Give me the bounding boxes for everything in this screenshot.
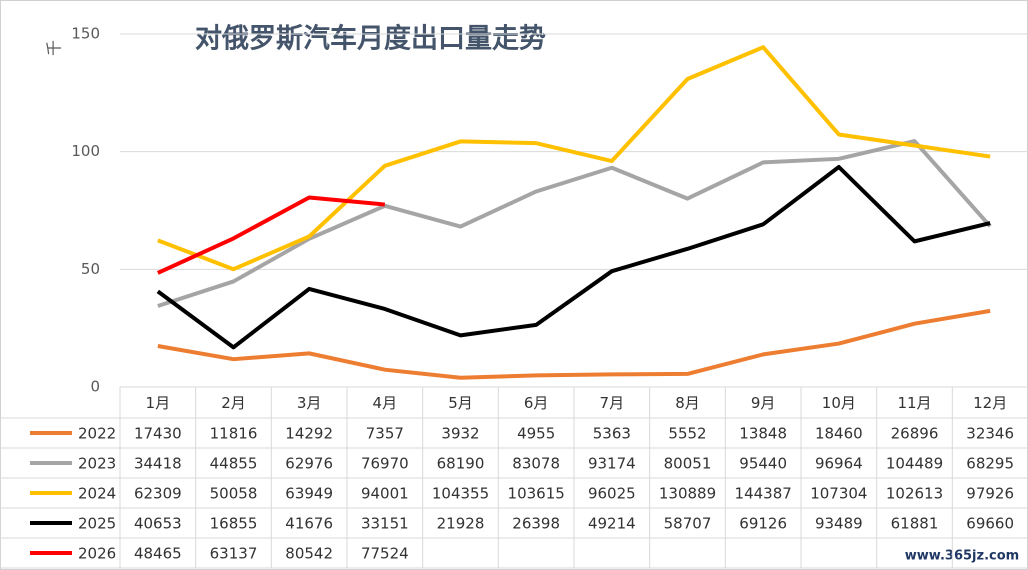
table-cell: 63137 xyxy=(210,545,258,563)
table-cell: 77524 xyxy=(361,545,409,563)
table-cell: 96025 xyxy=(588,485,636,503)
table-cell: 48465 xyxy=(134,545,182,563)
x-tick-label: 9月 xyxy=(751,394,776,412)
table-cell: 4955 xyxy=(517,425,555,443)
table-cell: 103615 xyxy=(508,485,565,503)
table-cell: 44855 xyxy=(210,455,258,473)
table-cell: 80051 xyxy=(664,455,712,473)
table-cell: 83078 xyxy=(512,455,560,473)
table-cell: 76970 xyxy=(361,455,409,473)
x-tick-label: 2月 xyxy=(221,394,246,412)
x-tick-label: 8月 xyxy=(675,394,700,412)
legend-label: 2025 xyxy=(78,515,116,533)
table-cell: 50058 xyxy=(210,485,258,503)
table-cell: 41676 xyxy=(285,515,333,533)
table-cell: 107304 xyxy=(810,485,867,503)
table-cell: 95440 xyxy=(739,455,787,473)
table-cell: 14292 xyxy=(285,425,333,443)
y-axis-label: 千 xyxy=(45,40,64,56)
table-cell: 104355 xyxy=(432,485,489,503)
table-cell: 62976 xyxy=(285,455,333,473)
table-cell: 62309 xyxy=(134,485,182,503)
y-tick-label: 100 xyxy=(71,142,100,160)
table-cell: 40653 xyxy=(134,515,182,533)
watermark: www.365jz.com xyxy=(905,549,1019,564)
legend-label: 2024 xyxy=(78,485,116,503)
table-cell: 33151 xyxy=(361,515,409,533)
x-tick-label: 7月 xyxy=(600,394,625,412)
table-cell: 130889 xyxy=(659,485,716,503)
series-line xyxy=(157,308,991,380)
x-tick-label: 6月 xyxy=(524,394,549,412)
x-tick-label: 11月 xyxy=(897,394,931,412)
table-cell: 3932 xyxy=(441,425,479,443)
series-line xyxy=(156,164,991,350)
table-cell: 97926 xyxy=(966,485,1014,503)
table-cell: 5363 xyxy=(593,425,631,443)
table-cell: 69660 xyxy=(966,515,1014,533)
table-cell: 13848 xyxy=(739,425,787,443)
table-cell: 34418 xyxy=(134,455,182,473)
table-cell: 93489 xyxy=(815,515,863,533)
series-line xyxy=(157,139,992,308)
table-cell: 68295 xyxy=(966,455,1014,473)
table-cell: 18460 xyxy=(815,425,863,443)
x-tick-label: 10月 xyxy=(822,394,856,412)
x-tick-label: 3月 xyxy=(297,394,322,412)
table-cell: 26398 xyxy=(512,515,560,533)
x-tick-label: 4月 xyxy=(373,394,398,412)
table-cell: 68190 xyxy=(437,455,485,473)
table-cell: 93174 xyxy=(588,455,636,473)
chart-title: 对俄罗斯汽车月度出口量走势 xyxy=(195,23,546,55)
legend-label: 2026 xyxy=(78,545,116,563)
table-cell: 69126 xyxy=(739,515,787,533)
table-cell: 61881 xyxy=(891,515,939,533)
table-cell: 7357 xyxy=(366,425,404,443)
table-cell: 102613 xyxy=(886,485,943,503)
x-tick-label: 5月 xyxy=(448,394,473,412)
y-tick-label: 50 xyxy=(81,260,100,278)
table-cell: 26896 xyxy=(891,425,939,443)
table-cell: 96964 xyxy=(815,455,863,473)
table-cell: 58707 xyxy=(664,515,712,533)
series-line xyxy=(157,45,991,272)
table-cell: 11816 xyxy=(210,425,258,443)
table-cell: 32346 xyxy=(966,425,1014,443)
table-cell: 5552 xyxy=(668,425,706,443)
table-cell: 144387 xyxy=(735,485,792,503)
table-cell: 104489 xyxy=(886,455,943,473)
y-tick-label: 150 xyxy=(71,25,100,43)
legend-label: 2023 xyxy=(78,455,116,473)
table-cell: 21928 xyxy=(437,515,485,533)
table-cell: 17430 xyxy=(134,425,182,443)
legend-label: 2022 xyxy=(78,425,116,443)
table-cell: 94001 xyxy=(361,485,409,503)
table-cell: 16855 xyxy=(210,515,258,533)
x-tick-label: 12月 xyxy=(973,394,1007,412)
table-cell: 63949 xyxy=(285,485,333,503)
series-line xyxy=(157,195,386,275)
table-cell: 49214 xyxy=(588,515,636,533)
y-tick-label: 0 xyxy=(90,378,100,396)
table-cell: 80542 xyxy=(285,545,333,563)
x-tick-label: 1月 xyxy=(146,394,171,412)
